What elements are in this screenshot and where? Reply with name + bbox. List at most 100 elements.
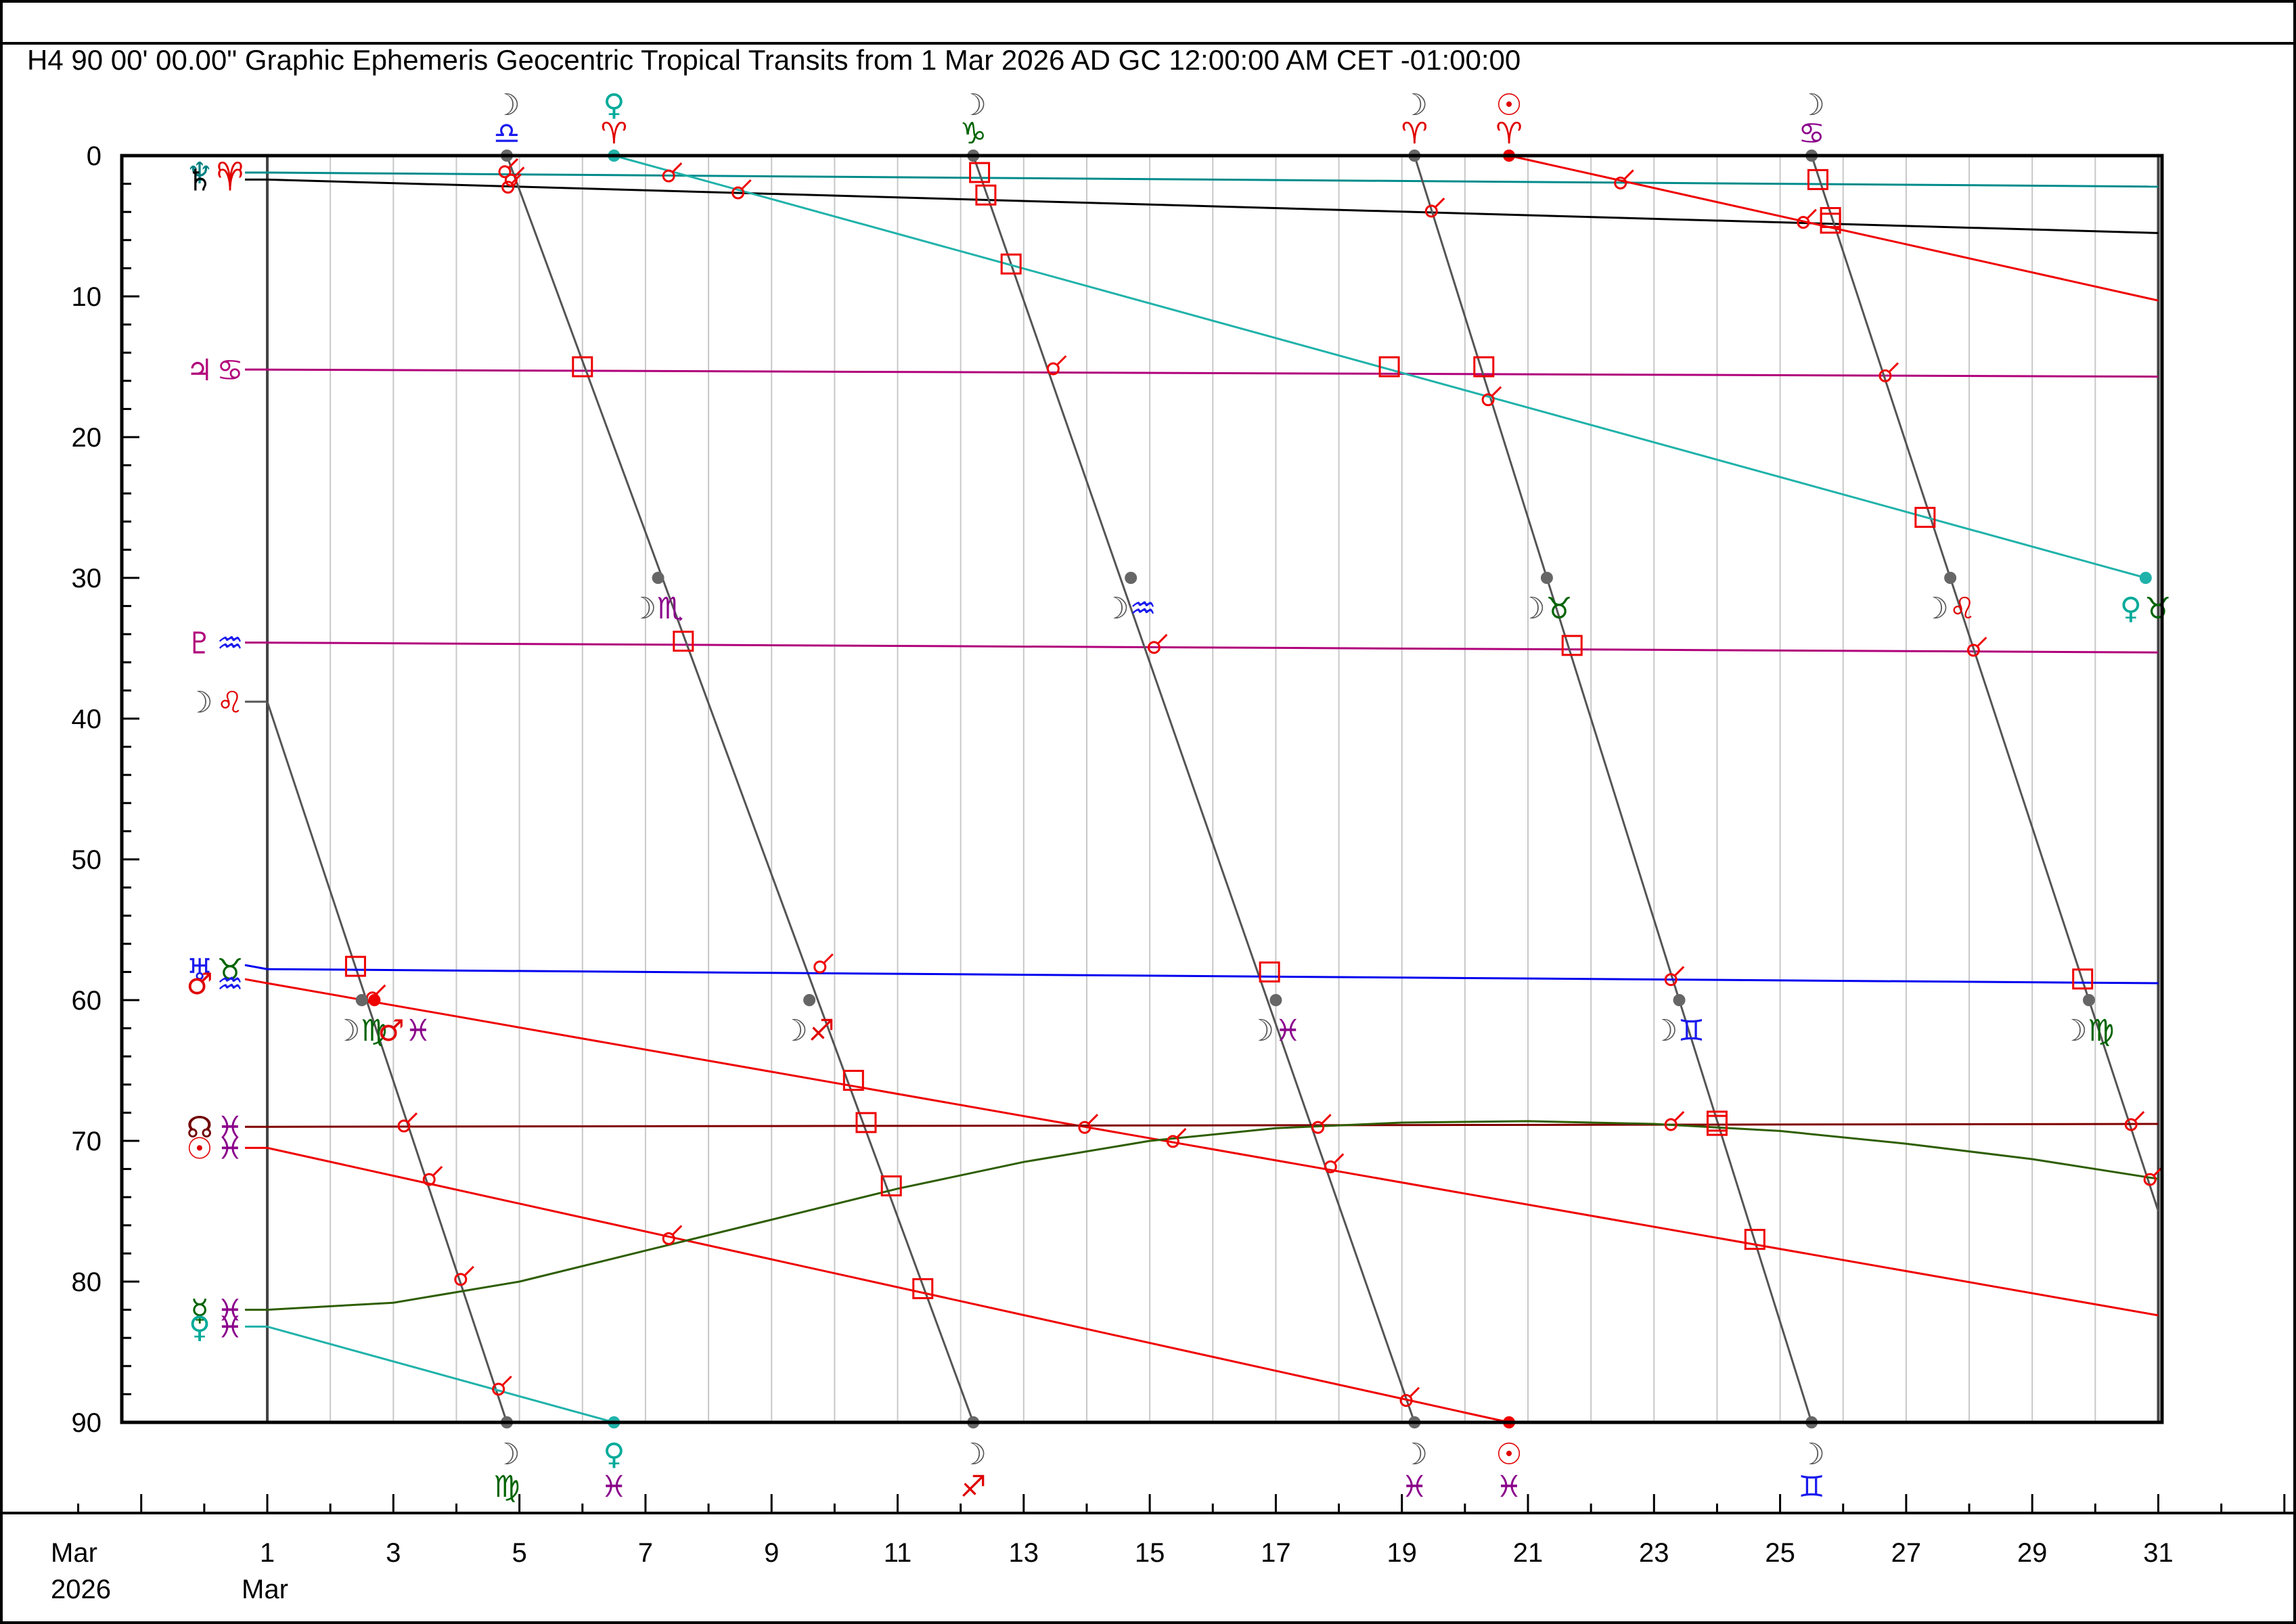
opposition-aspect-tail: [1157, 633, 1168, 644]
ingress-dot: [355, 994, 368, 1006]
sign-change-sign: ♎: [493, 116, 520, 151]
square-aspect-marker: [855, 1112, 877, 1133]
square-aspect-marker: [1807, 168, 1828, 190]
opposition-aspect-marker: [1481, 393, 1495, 407]
opposition-aspect-tail: [1321, 1114, 1332, 1125]
opposition-aspect-marker: [1878, 369, 1892, 382]
series-start-glyph: ♃: [186, 353, 212, 388]
series-start-glyph: ♒: [217, 627, 243, 661]
inner-label-sign: ♌: [1949, 591, 1975, 626]
opposition-aspect-tail: [741, 179, 752, 190]
opposition-aspect-tail: [508, 158, 519, 168]
series-start-glyph: ♉: [217, 953, 243, 987]
opposition-aspect-tail: [1334, 1153, 1345, 1164]
square-aspect-marker: [880, 1175, 902, 1197]
opposition-aspect-marker: [422, 1173, 436, 1186]
opposition-aspect-tail: [1491, 386, 1502, 397]
series-line-node: [267, 1123, 2159, 1128]
square-aspect-marker: [1259, 961, 1280, 983]
inner-label-planet: ☽: [630, 591, 656, 626]
y-tick-label: 70: [72, 1127, 102, 1156]
series-start-glyph: ♇: [186, 627, 212, 661]
opposition-aspect-marker: [662, 1232, 675, 1245]
opposition-aspect-tail: [501, 1375, 512, 1386]
opposition-aspect-marker: [1797, 216, 1810, 229]
opposition-aspect-tail: [511, 173, 522, 184]
series-start-glyph: ♂: [186, 967, 212, 1001]
opposition-aspect-tail: [1176, 1127, 1187, 1138]
square-aspect-marker: [912, 1278, 934, 1299]
x-axis-start-month: Mar: [242, 1575, 288, 1604]
series-start-glyph: ☉: [186, 1131, 212, 1166]
inner-label-sign: ♍: [2088, 1014, 2114, 1048]
square-aspect-marker: [1378, 356, 1400, 378]
square-aspect-marker: [969, 162, 991, 183]
series-line-pluto: [267, 641, 2159, 654]
x-axis-year: 2026: [51, 1575, 111, 1604]
square-aspect-marker: [842, 1070, 864, 1091]
series-start-glyph: ♈: [217, 156, 243, 191]
x-tick-label: 13: [1009, 1538, 1039, 1568]
series-line-uranus: [267, 968, 2159, 985]
series-start-glyph: ♓: [217, 1294, 243, 1328]
sign-change-planet: ☽: [1798, 88, 1824, 122]
inner-label-planet: ☽: [1922, 591, 1948, 626]
ingress-dot: [2083, 994, 2096, 1006]
inner-label-sign: ♉: [1546, 591, 1572, 626]
y-tick-label: 90: [72, 1408, 102, 1438]
sign-change-planet: ♀: [603, 88, 625, 122]
square-aspect-marker: [344, 955, 366, 977]
opposition-aspect-marker: [731, 186, 745, 200]
opposition-aspect-tail: [407, 1112, 418, 1123]
opposition-aspect-marker: [1664, 973, 1678, 987]
square-aspect-marker: [572, 356, 593, 378]
series-start-glyph: ♓: [217, 1110, 243, 1145]
inner-label-sign: ♒: [1129, 591, 1156, 626]
x-tick-label: 7: [638, 1538, 653, 1568]
series-line-mercury: [267, 1120, 2159, 1311]
inner-label-planet: ☽: [1248, 1014, 1274, 1048]
opposition-aspect-tail: [1888, 362, 1899, 373]
square-aspect-marker: [2072, 968, 2094, 990]
ingress-dot: [368, 994, 381, 1006]
opposition-aspect-marker: [498, 165, 512, 179]
ingress-dot: [652, 572, 665, 584]
square-aspect-marker: [1561, 635, 1583, 656]
sign-change-planet: ☽: [1401, 88, 1428, 122]
series-line-mars: [267, 982, 2159, 1317]
series-start-glyph: ♀: [189, 1311, 210, 1345]
opposition-aspect-tail: [1435, 197, 1445, 208]
inner-label-planet: ☽: [781, 1014, 807, 1048]
inner-label-planet: ☽: [334, 1014, 360, 1048]
sign-change-planet: ☽: [960, 88, 987, 122]
opposition-aspect-marker: [504, 173, 518, 187]
x-tick-label: 21: [1513, 1538, 1544, 1568]
sign-change-sign: ♊: [1798, 1470, 1824, 1504]
opposition-aspect-tail: [823, 953, 834, 964]
opposition-aspect-tail: [1674, 966, 1685, 976]
x-tick-label: 27: [1891, 1538, 1922, 1568]
ingress-dot: [1125, 572, 1138, 584]
series-start-glyph: ♈: [217, 163, 243, 198]
opposition-aspect-marker: [2143, 1173, 2157, 1186]
sign-change-sign: ♈: [601, 116, 627, 151]
series-leader: [244, 964, 268, 970]
inner-label-sign: ♏: [657, 591, 683, 626]
square-aspect-marker: [1473, 356, 1495, 378]
x-axis-month: Mar: [51, 1538, 97, 1568]
series-start-glyph: ☽: [186, 685, 212, 720]
x-tick-label: 29: [2017, 1538, 2048, 1568]
sign-change-sign: ♈: [1401, 116, 1428, 151]
opposition-aspect-tail: [672, 1225, 683, 1236]
opposition-aspect-tail: [376, 984, 386, 995]
series-line-saturn: [267, 178, 2159, 234]
ingress-dot: [1944, 572, 1957, 584]
square-aspect-marker: [673, 631, 694, 652]
y-tick-label: 0: [87, 141, 102, 171]
glyph-labels: ♆ ♈♄ ♈♃ ♋♇ ♒☽ ♌♅ ♉♂ ♒☊ ♓☉ ♓☿ ♓♀ ♓☽♎♀♈☽♑☽♈☉♈☽♋☽♍♀♓☽♐…: [186, 88, 2171, 1504]
inner-label-planet: ♂: [378, 1014, 404, 1048]
series-start-glyph: ♋: [217, 353, 243, 388]
opposition-aspect-marker: [501, 181, 515, 194]
sign-change-planet: ☽: [1401, 1437, 1428, 1472]
